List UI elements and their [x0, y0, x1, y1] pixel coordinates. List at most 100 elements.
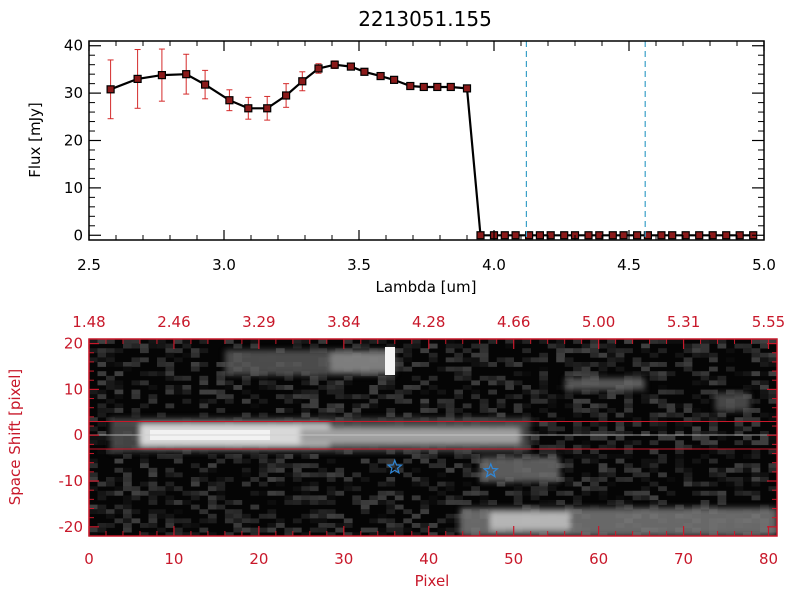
data-point	[708, 231, 717, 240]
data-point	[524, 231, 534, 240]
star-marker	[482, 462, 499, 478]
pixel-tick-label: 70	[674, 550, 693, 568]
x-tick-label: 3.0	[212, 256, 236, 274]
wavelength-tick-label: 5.00	[582, 313, 615, 331]
data-point	[106, 85, 115, 94]
pixel-tick-label: 60	[589, 550, 608, 568]
pixel-tick: 40	[419, 526, 438, 568]
pixel-axis-label: Pixel	[415, 572, 450, 590]
wavelength-tick-label: 4.28	[412, 313, 445, 331]
space-shift-tick: 10	[64, 380, 777, 398]
pixel-tick-label: 50	[504, 550, 523, 568]
data-point	[201, 80, 210, 89]
data-point	[560, 231, 569, 240]
wavelength-tick: 5.31	[667, 313, 700, 349]
data-point	[657, 231, 666, 240]
space-shift-tick-label: -10	[59, 472, 84, 490]
y-tick-label: 40	[64, 37, 83, 55]
pixel-tick-label: 10	[164, 550, 183, 568]
data-point	[406, 81, 415, 91]
y-tick-label: 20	[64, 132, 83, 150]
data-point	[681, 231, 690, 240]
flux-axis-ticks: 0 10 20 30 40	[64, 37, 764, 244]
data-point	[643, 231, 653, 240]
x-tick-label: 5.0	[752, 256, 776, 274]
wavelength-tick-label: 2.46	[157, 313, 190, 331]
wavelength-tick: 3.84	[327, 313, 361, 349]
wavelength-tick-label: 5.31	[667, 313, 700, 331]
data-point	[360, 67, 369, 76]
data-point	[263, 104, 272, 113]
data-point	[225, 96, 234, 105]
space-shift-tick: -10	[59, 472, 777, 490]
x-tick-label: 4.5	[617, 256, 641, 274]
wavelength-tick: 3.29	[242, 313, 276, 349]
flux-markers	[106, 60, 758, 240]
data-point	[608, 231, 617, 240]
y-tick: 0	[73, 226, 764, 244]
wavelength-tick-label: 3.29	[242, 313, 275, 331]
pixel-tick-label: 20	[249, 550, 268, 568]
data-point	[157, 71, 166, 80]
data-point	[298, 77, 307, 86]
data-point	[535, 231, 545, 240]
data-point	[735, 231, 744, 240]
data-point	[632, 231, 642, 240]
y-tick-label: 0	[73, 226, 83, 244]
y-tick: 20	[64, 132, 764, 150]
data-point	[595, 231, 604, 240]
data-point	[282, 91, 291, 100]
x-tick: 4.5	[617, 41, 641, 274]
data-point	[722, 231, 731, 240]
data-point	[390, 75, 399, 84]
source-markers	[386, 458, 499, 478]
data-point	[500, 231, 509, 240]
pixel-tick-label: 30	[334, 550, 353, 568]
data-point	[346, 62, 355, 71]
x-tick: 4.0	[482, 41, 506, 274]
wavelength-tick: 5.00	[582, 313, 615, 349]
flux-series-line	[110, 63, 754, 237]
data-point	[668, 231, 677, 240]
flux-error-bars	[107, 48, 470, 121]
wavelength-tick-label: 5.55	[752, 313, 785, 331]
pixel-tick-label: 80	[759, 550, 778, 568]
y-tick: 40	[64, 37, 764, 55]
space-shift-axis-ticks: -20 -10 0 10 20	[59, 335, 777, 536]
heatmap-frame	[88, 338, 778, 537]
top-wavelength-axis-ticks: 1.48 2.46 3.29 3.84 4.28 4.66 5.00 5.31 5.55	[72, 313, 785, 349]
x-tick: 3.5	[347, 41, 371, 274]
data-point	[476, 231, 485, 240]
y-tick-label: 30	[64, 84, 83, 102]
pixel-tick: 50	[504, 526, 523, 568]
pixel-tick-label: 0	[84, 550, 94, 568]
data-point	[546, 231, 555, 240]
data-point	[314, 64, 323, 73]
pixel-tick: 30	[334, 526, 353, 568]
y-tick: 30	[64, 84, 764, 102]
wavelength-tick-label: 3.84	[327, 313, 360, 331]
aperture-lines	[89, 420, 777, 450]
pixel-tick: 60	[589, 526, 608, 568]
pixel-tick: 80	[759, 526, 778, 568]
data-point	[462, 84, 472, 93]
data-point	[376, 71, 385, 81]
data-point	[446, 82, 455, 92]
spectrum-image	[89, 339, 777, 536]
wavelength-tick: 4.28	[412, 313, 445, 349]
data-point	[433, 82, 442, 92]
pixel-tick: 10	[164, 526, 183, 568]
data-point	[511, 231, 520, 240]
space-shift-tick-label: -20	[59, 518, 84, 536]
y-tick-label: 10	[64, 179, 83, 197]
data-point	[695, 231, 704, 240]
data-point	[619, 231, 628, 240]
space-shift-tick-label: 0	[73, 426, 83, 444]
pixel-tick: 20	[249, 526, 268, 568]
star-marker	[386, 458, 404, 475]
x-tick-label: 4.0	[482, 256, 506, 274]
chart-title: 2213051.155	[358, 7, 492, 31]
wavelength-tick-label: 1.48	[72, 313, 105, 331]
space-shift-tick: -20	[59, 518, 777, 536]
